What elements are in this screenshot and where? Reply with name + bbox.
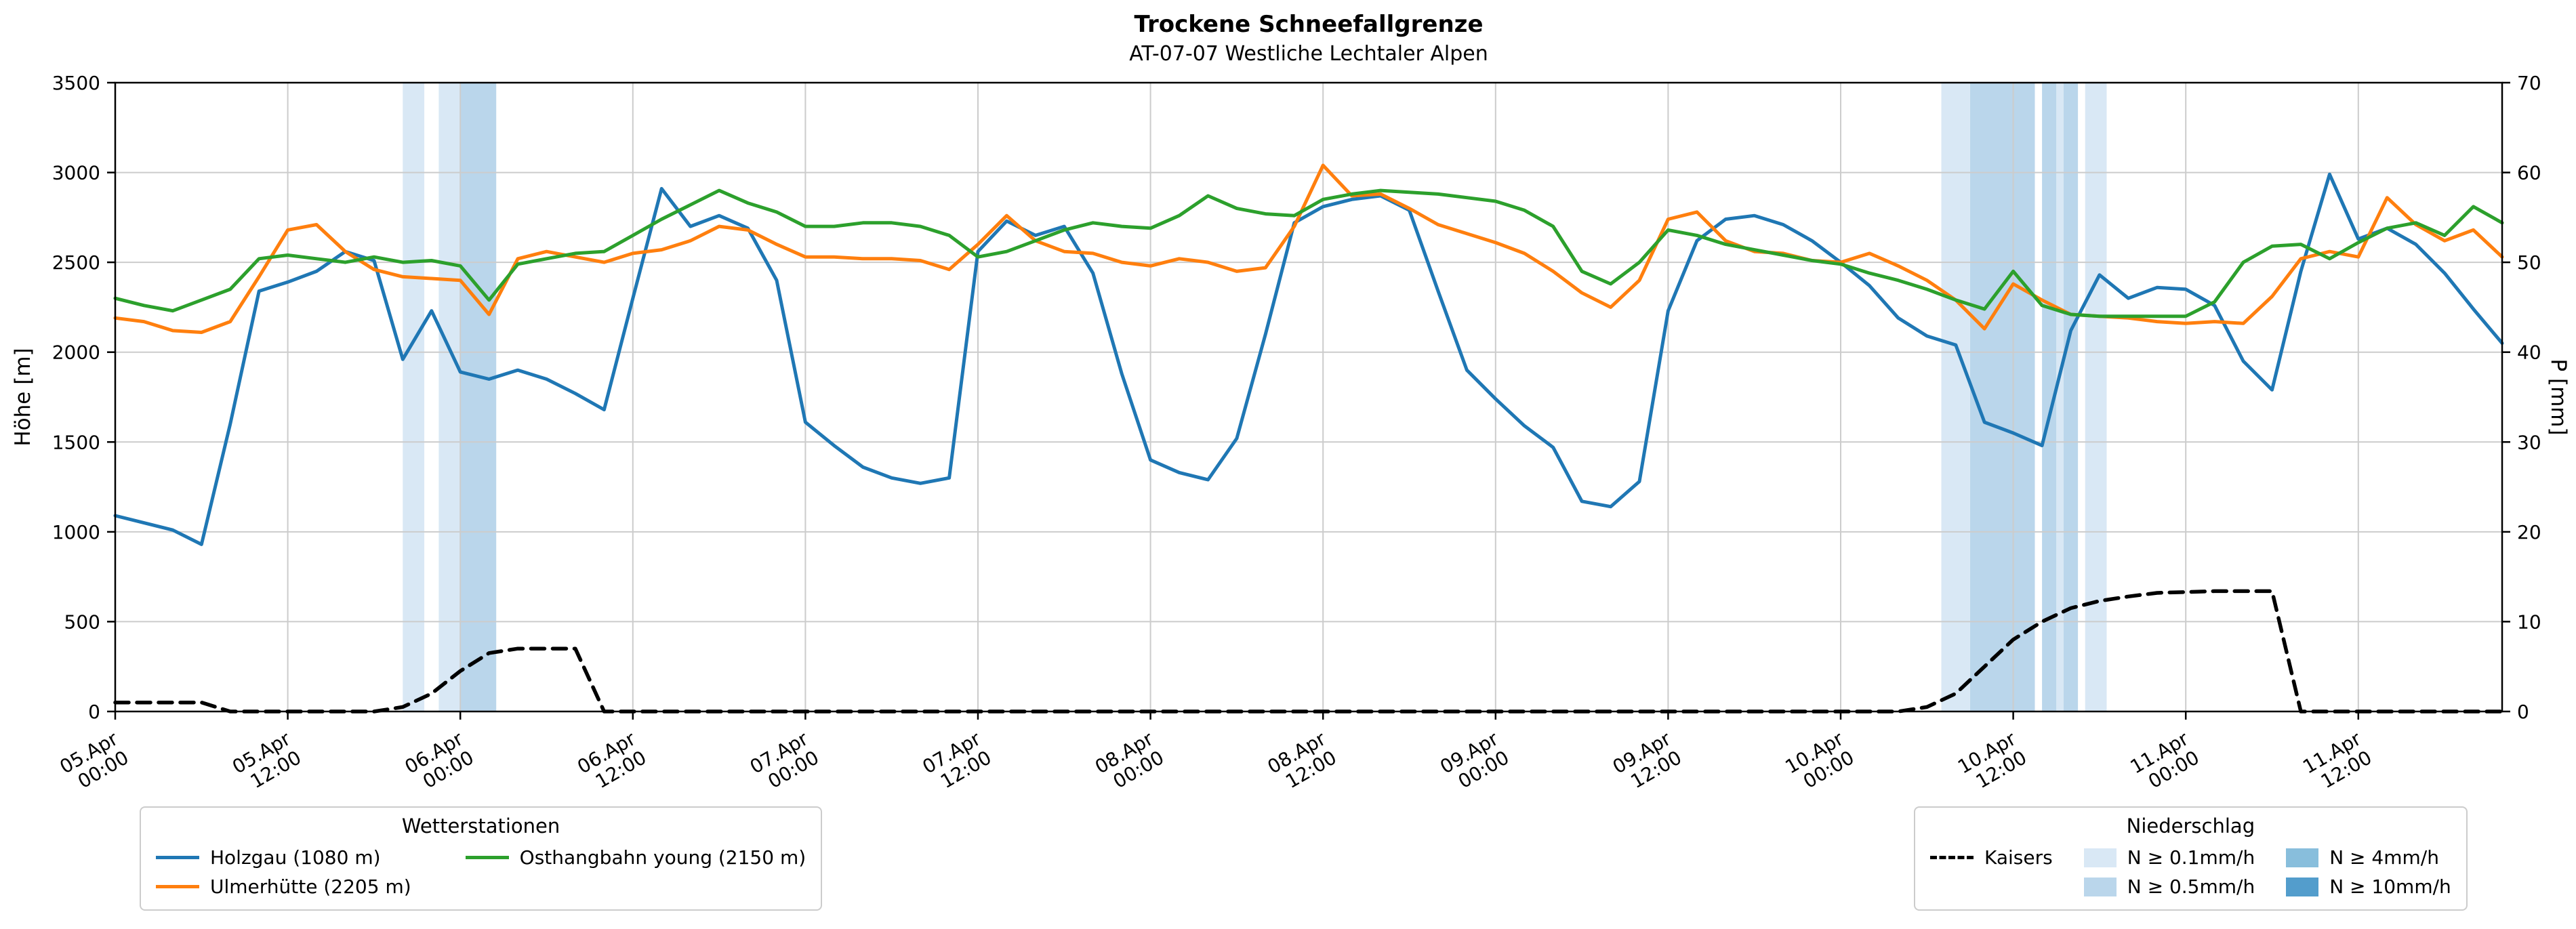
legend-item-ulmerhuette: Ulmerhütte (2205 m) [156, 872, 411, 901]
y-right-tick-label: 20 [2517, 521, 2541, 543]
y-left-tick-label: 1500 [52, 431, 100, 453]
y-right-tick-label: 50 [2517, 251, 2541, 274]
y-left-axis-label: Höhe [m] [11, 348, 35, 446]
legend-item-n01: N ≥ 0.1mm/h [2083, 843, 2255, 872]
x-tick-label: 09.Apr12:00 [1609, 727, 1685, 797]
precip-band-0.1 [1941, 83, 1970, 711]
y-right-tick-label: 40 [2517, 342, 2541, 364]
y-left-tick-label: 500 [64, 611, 100, 633]
precip-band-0.5 [460, 83, 497, 711]
x-tick-label: 06.Apr00:00 [401, 727, 478, 797]
chart-subtitle: AT-07-07 Westliche Lechtaler Alpen [1129, 42, 1488, 66]
legend-precip-col-3: N ≥ 4mm/h N ≥ 10mm/h [2286, 843, 2451, 901]
legend-label-osthangbahn: Osthangbahn young (2150 m) [519, 846, 806, 869]
precip-band-0.5 [1970, 83, 2035, 711]
x-tick-label: 05.Apr12:00 [228, 727, 305, 797]
osthangbahn-line-swatch [465, 856, 509, 859]
n01-patch-swatch [2083, 848, 2117, 867]
ulmerhuette-line-swatch [156, 885, 199, 888]
y-right-tick-label: 10 [2517, 611, 2541, 633]
legend-stations-grid: Holzgau (1080 m) Ulmerhütte (2205 m) Ost… [156, 843, 806, 901]
x-tick-label: 07.Apr00:00 [746, 727, 823, 797]
x-tick-label: 08.Apr00:00 [1091, 727, 1168, 797]
plot-frame [114, 81, 2503, 713]
y-left-tick-label: 0 [88, 701, 100, 723]
n4-patch-swatch [2286, 848, 2319, 867]
legend-precip-col-1: Kaisers [1930, 843, 2053, 872]
legend-stations-title: Wetterstationen [401, 814, 560, 838]
holzgau-line-swatch [156, 856, 199, 859]
x-tick-label: 06.Apr12:00 [573, 727, 650, 797]
x-tick-label: 05.Apr00:00 [56, 727, 132, 797]
chart-title: Trockene Schneefallgrenze [1134, 11, 1484, 38]
x-tick-label: 08.Apr12:00 [1264, 727, 1341, 797]
legend-label-n01: N ≥ 0.1mm/h [2127, 846, 2255, 869]
x-tick-label: 07.Apr12:00 [918, 727, 995, 797]
precip-band-0.1 [438, 83, 461, 711]
x-tick-label: 10.Apr12:00 [1954, 727, 2030, 797]
legend-precip-title: Niederschlag [2126, 814, 2255, 838]
precip-band-0.1 [2056, 83, 2064, 711]
kaisers-dashed-line-swatch [1930, 856, 1974, 859]
x-tick-label: 11.Apr12:00 [2299, 727, 2375, 797]
legend-niederschlag: Niederschlag Kaisers N ≥ 0.1mm/h N ≥ 0.5… [1914, 806, 2468, 911]
n05-patch-swatch [2083, 877, 2117, 896]
y-right-axis-label: P [mm] [2546, 358, 2571, 435]
legend-label-n10: N ≥ 10mm/h [2329, 875, 2451, 898]
legend-item-kaisers: Kaisers [1930, 843, 2053, 872]
legend-precip-grid: Kaisers N ≥ 0.1mm/h N ≥ 0.5mm/h N ≥ 4mm/… [1930, 843, 2451, 901]
y-left-tick-label: 1000 [52, 521, 100, 543]
x-tick-label: 09.Apr00:00 [1436, 727, 1513, 797]
series-line-osthangbahn-young-2150-m [113, 188, 2504, 318]
x-tick-label: 10.Apr00:00 [1781, 727, 1858, 797]
legend-item-n05: N ≥ 0.5mm/h [2083, 872, 2255, 901]
legend-item-holzgau: Holzgau (1080 m) [156, 843, 411, 872]
legend-wetterstationen: Wetterstationen Holzgau (1080 m) Ulmerhü… [140, 806, 823, 911]
legend-item-n10: N ≥ 10mm/h [2286, 872, 2451, 901]
legend-label-ulmerhuette: Ulmerhütte (2205 m) [210, 875, 411, 898]
legend-label-n05: N ≥ 0.5mm/h [2127, 875, 2255, 898]
legend-item-osthangbahn: Osthangbahn young (2150 m) [465, 843, 806, 872]
y-left-tick-label: 3500 [52, 72, 100, 94]
precip-band-0.5 [2042, 83, 2057, 711]
series-line-holzgau-1080-m [113, 172, 2504, 546]
precip-band-0.1 [2085, 83, 2107, 711]
legend-label-kaisers: Kaisers [1984, 846, 2053, 869]
y-left-tick-label: 2000 [52, 342, 100, 364]
y-right-tick-label: 60 [2517, 162, 2541, 184]
legend-label-n4: N ≥ 4mm/h [2329, 846, 2439, 869]
y-right-tick-label: 70 [2517, 72, 2541, 94]
y-right-tick-label: 30 [2517, 431, 2541, 453]
y-left-tick-label: 3000 [52, 162, 100, 184]
n10-patch-swatch [2286, 877, 2319, 896]
legend-label-holzgau: Holzgau (1080 m) [210, 846, 381, 869]
legend-precip-col-2: N ≥ 0.1mm/h N ≥ 0.5mm/h [2083, 843, 2255, 901]
y-right-tick-label: 0 [2517, 701, 2529, 723]
precip-band-0.5 [2063, 83, 2079, 711]
x-tick-label: 11.Apr00:00 [2127, 727, 2203, 797]
series-line-kaisers [113, 589, 2504, 714]
y-left-tick-label: 2500 [52, 251, 100, 274]
legend-item-n4: N ≥ 4mm/h [2286, 843, 2451, 872]
precip-band-0.1 [403, 83, 425, 711]
